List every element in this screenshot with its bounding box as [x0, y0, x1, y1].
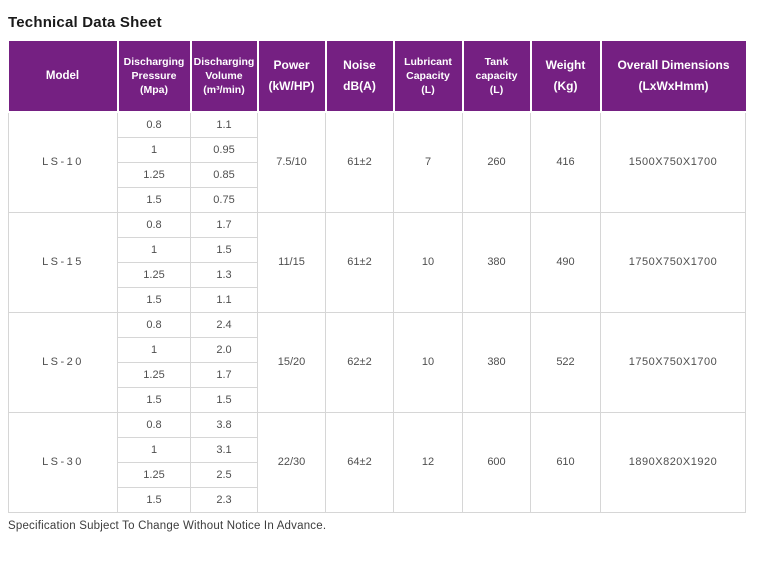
table-row: 1.5 1.5	[9, 386, 746, 413]
tank-cell: 380	[462, 311, 531, 413]
volume-cell: 0.85	[190, 161, 258, 188]
volume-cell: 0.95	[190, 136, 258, 163]
pressure-cell: 1	[117, 136, 191, 163]
noise-cell: 64±2	[325, 411, 394, 513]
model-cell: LS-10	[8, 111, 118, 213]
pressure-cell: 0.8	[117, 111, 191, 138]
model-cell: LS-30	[8, 411, 118, 513]
pressure-cell: 1	[117, 436, 191, 463]
volume-cell: 1.5	[190, 236, 258, 263]
table-row: LS-30 0.8 3.8 22/30 64±2 12 600 610 1890…	[8, 411, 746, 513]
pressure-cell: 1.5	[117, 386, 191, 413]
lubricant-cell: 10	[393, 311, 463, 413]
noise-cell: 61±2	[325, 111, 394, 213]
table-row: 1.5 1.1	[9, 286, 746, 313]
dimensions-cell: 1750X750X1700	[600, 311, 746, 413]
noise-cell: 62±2	[325, 311, 394, 413]
table-row: 1.5 2.3	[9, 486, 746, 513]
model-cell: LS-15	[8, 211, 118, 313]
pressure-cell: 1	[117, 336, 191, 363]
header-tank-capacity: Tank capacity (L)	[461, 41, 531, 113]
volume-cell: 1.3	[190, 261, 258, 288]
table-row: LS-10 0.8 1.1 7.5/10 61±2 7 260 416 1500…	[8, 111, 746, 213]
weight-cell: 522	[530, 311, 601, 413]
pressure-cell: 1.5	[117, 286, 191, 313]
table-row: 1 2.0	[9, 336, 746, 363]
table-row: 1.5 0.75	[9, 186, 746, 213]
table-row: 1.25 1.3	[9, 261, 746, 288]
volume-cell: 2.4	[190, 311, 258, 338]
header-discharging-volume: Discharging Volume (m³/min)	[189, 41, 258, 113]
header-lubricant-capacity: Lubricant Capacity (L)	[392, 41, 463, 113]
power-cell: 11/15	[257, 211, 326, 313]
volume-cell: 1.1	[190, 286, 258, 313]
volume-cell: 1.5	[190, 386, 258, 413]
header-weight: Weight (Kg)	[529, 41, 601, 113]
dimensions-cell: 1500X750X1700	[600, 111, 746, 213]
header-model: Model	[8, 41, 118, 113]
table-row: 1 1.5	[9, 236, 746, 263]
volume-cell: 1.1	[190, 111, 258, 138]
volume-cell: 1.7	[190, 361, 258, 388]
dimensions-cell: 1890X820X1920	[600, 411, 746, 513]
lubricant-cell: 10	[393, 211, 463, 313]
table-row: LS-20 0.8 2.4 15/20 62±2 10 380 522 1750…	[8, 311, 746, 413]
pressure-cell: 1.25	[117, 261, 191, 288]
model-cell: LS-20	[8, 311, 118, 413]
tank-cell: 380	[462, 211, 531, 313]
footnote: Specification Subject To Change Without …	[8, 519, 327, 532]
power-cell: 22/30	[257, 411, 326, 513]
pressure-cell: 0.8	[117, 411, 191, 438]
pressure-cell: 1.5	[117, 486, 191, 513]
table-row: LS-15 0.8 1.7 11/15 61±2 10 380 490 1750…	[8, 211, 746, 313]
pressure-cell: 1.25	[117, 361, 191, 388]
pressure-cell: 1.25	[117, 461, 191, 488]
weight-cell: 490	[530, 211, 601, 313]
tank-cell: 600	[462, 411, 531, 513]
header-noise: Noise dB(A)	[324, 41, 394, 113]
table-row: 1.25 0.85	[9, 161, 746, 188]
pressure-cell: 1	[117, 236, 191, 263]
tank-cell: 260	[462, 111, 531, 213]
table-header: Model Discharging Pressure (Mpa) Dischar…	[8, 41, 746, 113]
table-row: 1 3.1	[9, 436, 746, 463]
volume-cell: 1.7	[190, 211, 258, 238]
dimensions-cell: 1750X750X1700	[600, 211, 746, 313]
table-row: 1.25 1.7	[9, 361, 746, 388]
page-title: Technical Data Sheet	[8, 14, 162, 31]
pressure-cell: 1.5	[117, 186, 191, 213]
header-power: Power (kW/HP)	[256, 41, 326, 113]
header-discharging-pressure: Discharging Pressure (Mpa)	[116, 41, 191, 113]
power-cell: 15/20	[257, 311, 326, 413]
technical-data-sheet-page: Technical Data Sheet Model Discharging P…	[8, 14, 746, 532]
pressure-cell: 0.8	[117, 311, 191, 338]
header-overall-dimensions: Overall Dimensions (LxWxHmm)	[599, 41, 746, 113]
pressure-cell: 1.25	[117, 161, 191, 188]
volume-cell: 3.8	[190, 411, 258, 438]
noise-cell: 61±2	[325, 211, 394, 313]
technical-data-table: Model Discharging Pressure (Mpa) Dischar…	[8, 41, 746, 513]
lubricant-cell: 7	[393, 111, 463, 213]
volume-cell: 2.0	[190, 336, 258, 363]
volume-cell: 0.75	[190, 186, 258, 213]
pressure-cell: 0.8	[117, 211, 191, 238]
weight-cell: 610	[530, 411, 601, 513]
volume-cell: 2.3	[190, 486, 258, 513]
weight-cell: 416	[530, 111, 601, 213]
volume-cell: 3.1	[190, 436, 258, 463]
volume-cell: 2.5	[190, 461, 258, 488]
power-cell: 7.5/10	[257, 111, 326, 213]
table-row: 1 0.95	[9, 136, 746, 163]
lubricant-cell: 12	[393, 411, 463, 513]
